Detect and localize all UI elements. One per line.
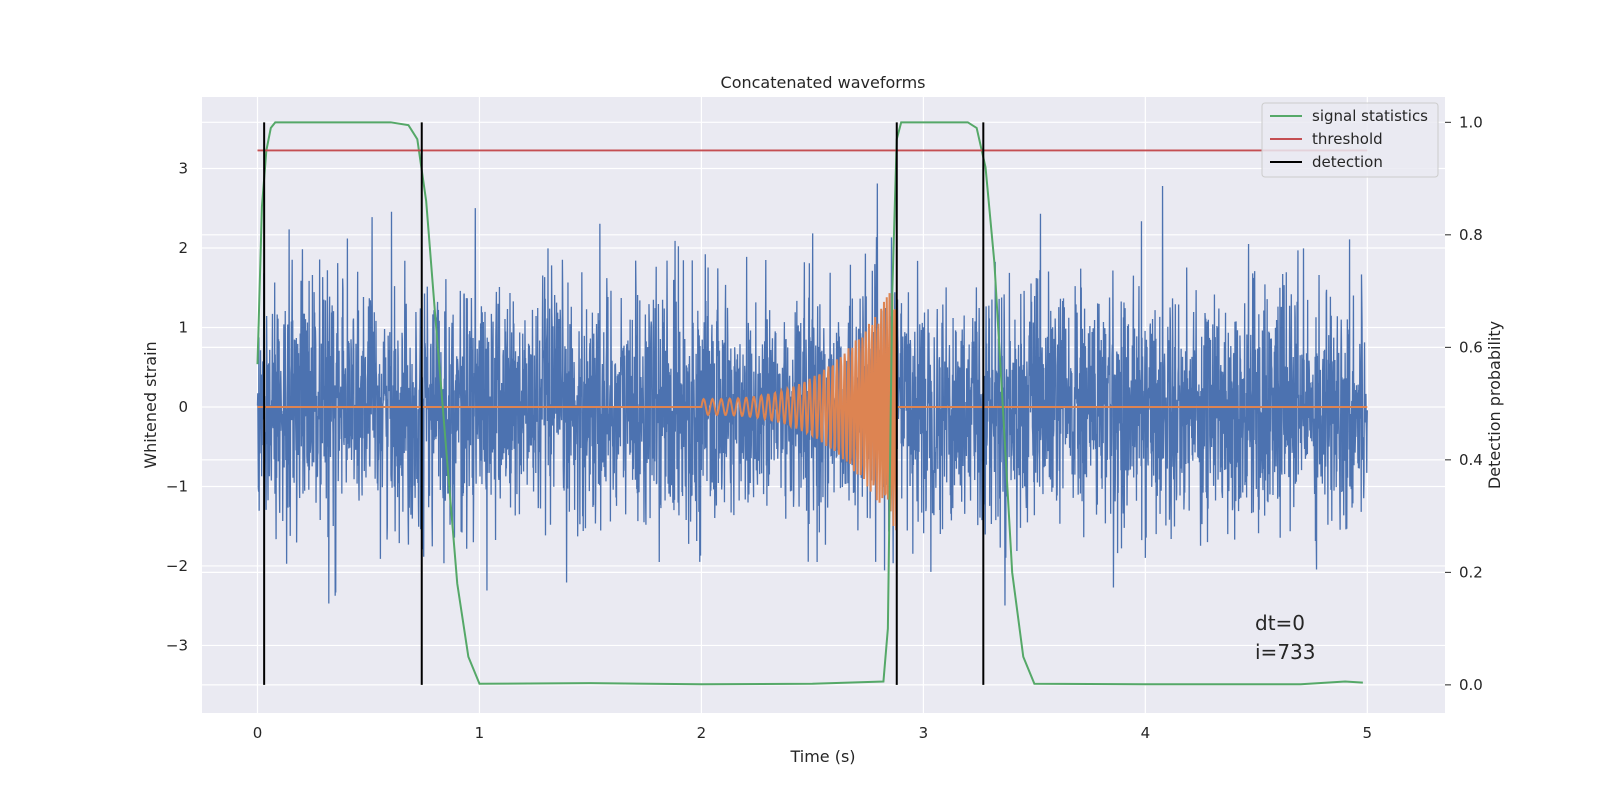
- y-tick-label-left-0: −3: [166, 636, 188, 654]
- series-layer: [256, 121, 1368, 686]
- legend: signal statistics threshold detection: [1261, 102, 1439, 178]
- annotation-dt: dt=0: [1255, 611, 1305, 635]
- y-tick-label-right-0: 0.0: [1459, 676, 1483, 694]
- x-tick-label-2: 2: [697, 724, 707, 742]
- legend-frame: [1261, 102, 1439, 178]
- x-tick-label-0: 0: [253, 724, 263, 742]
- legend-label-signal-statistics: signal statistics: [1312, 107, 1428, 125]
- y-tick-label-left-2: −1: [166, 477, 188, 495]
- y-tick-label-left-4: 1: [178, 319, 188, 337]
- x-tick-label-1: 1: [475, 724, 485, 742]
- y-tick-label-right-4: 0.8: [1459, 226, 1483, 244]
- annotation-i: i=733: [1255, 640, 1316, 664]
- y-axis-label-right: Detection probability: [1485, 321, 1504, 489]
- y-tick-label-right-3: 0.6: [1459, 338, 1483, 356]
- y-tick-label-right-1: 0.2: [1459, 563, 1483, 581]
- y-tick-label-left-5: 2: [178, 239, 188, 257]
- y-tick-label-left-1: −2: [166, 557, 188, 575]
- y-axis-label-left: Whitened strain: [141, 341, 160, 468]
- y-tick-label-left-6: 3: [178, 160, 188, 178]
- x-axis-label: Time (s): [789, 747, 855, 766]
- legend-label-threshold: threshold: [1312, 130, 1383, 148]
- chart-title: Concatenated waveforms: [721, 73, 926, 92]
- y-tick-label-left-3: 0: [178, 398, 188, 416]
- x-tick-label-5: 5: [1363, 724, 1373, 742]
- y-tick-label-right-5: 1.0: [1459, 113, 1483, 131]
- series-signal-statistics: [256, 121, 1363, 686]
- tick-labels: 0 1 2 3 4 5 −3 −2 −1 0 1 2 3 0.0 0.2 0.4 0.6 0.8 1.0: [166, 113, 1483, 742]
- x-tick-label-3: 3: [919, 724, 929, 742]
- x-tick-label-4: 4: [1141, 724, 1151, 742]
- y-tick-label-right-2: 0.4: [1459, 451, 1483, 469]
- legend-label-detection: detection: [1312, 153, 1383, 171]
